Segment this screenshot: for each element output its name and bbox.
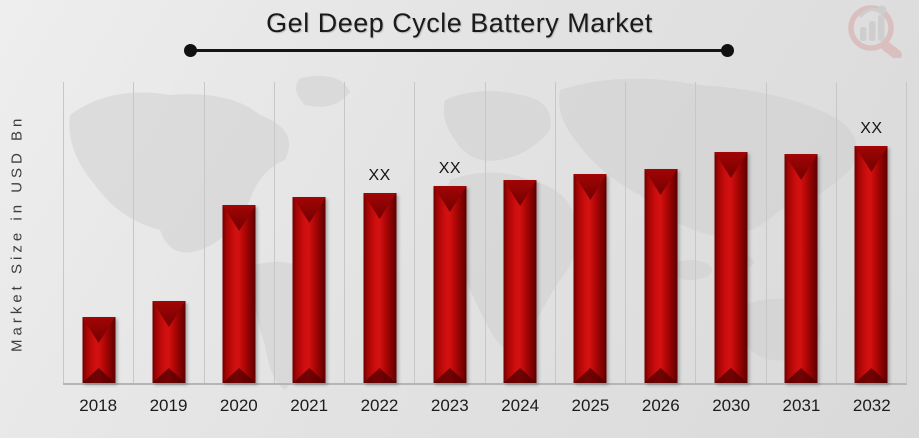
bar-2018 (82, 317, 116, 383)
x-tick-label-2020: 2020 (219, 396, 258, 415)
bar-2020 (222, 205, 256, 383)
x-tick-label-2024: 2024 (501, 396, 540, 415)
plot-column-2020 (203, 82, 274, 383)
bar-2030 (714, 152, 748, 383)
plot-column-2025 (554, 82, 625, 383)
x-tick-label-2021: 2021 (290, 396, 329, 415)
x-tick-label-2031: 2031 (782, 396, 821, 415)
plot-column-2023: XX (414, 82, 484, 383)
title-underline (184, 44, 734, 57)
x-tick-label-2030: 2030 (712, 396, 751, 415)
plot-column-2032: XX (835, 82, 906, 383)
bar-2026 (644, 169, 678, 383)
x-tick-label-2026: 2026 (641, 396, 680, 415)
x-tick-label-2025: 2025 (571, 396, 610, 415)
x-axis: 2018 2019 2020 2021 2022 2023 2024 2025 2026 2030… (63, 396, 907, 416)
bar-2031 (784, 154, 818, 383)
page-title: Gel Deep Cycle Battery Market (266, 8, 653, 38)
bar-2032 (854, 146, 888, 383)
plot-column-2024 (484, 82, 555, 383)
mrfr-logo-icon (848, 5, 902, 58)
plot-column-2019 (133, 82, 203, 383)
plot-column-2022: XX (344, 82, 414, 383)
x-tick-label-2018: 2018 (79, 396, 118, 415)
plot-area: XX XX XX (63, 82, 907, 385)
bar-2022 (363, 193, 397, 383)
bar-2024 (503, 180, 537, 383)
plot-column-2021 (273, 82, 344, 383)
x-tick-label-2032: 2032 (852, 396, 891, 415)
bar-2023 (433, 186, 467, 383)
x-tick-label-2023: 2023 (430, 396, 469, 415)
y-axis-label: Market Size in USD Bn (8, 114, 26, 353)
x-tick-label-2022: 2022 (360, 396, 399, 415)
plot-column-2018 (63, 82, 133, 383)
bar-value-label-2023: XX (438, 160, 462, 177)
bar-value-label-2022: XX (368, 167, 391, 184)
plot-column-2031 (765, 82, 836, 383)
plot-column-2026 (625, 82, 695, 383)
x-tick-label-2019: 2019 (149, 396, 188, 415)
plot-column-2030 (695, 82, 765, 383)
bar-2025 (573, 174, 607, 383)
bar-value-label-2032: XX (860, 120, 883, 137)
bar-2019 (152, 301, 186, 383)
bar-2021 (292, 197, 326, 383)
